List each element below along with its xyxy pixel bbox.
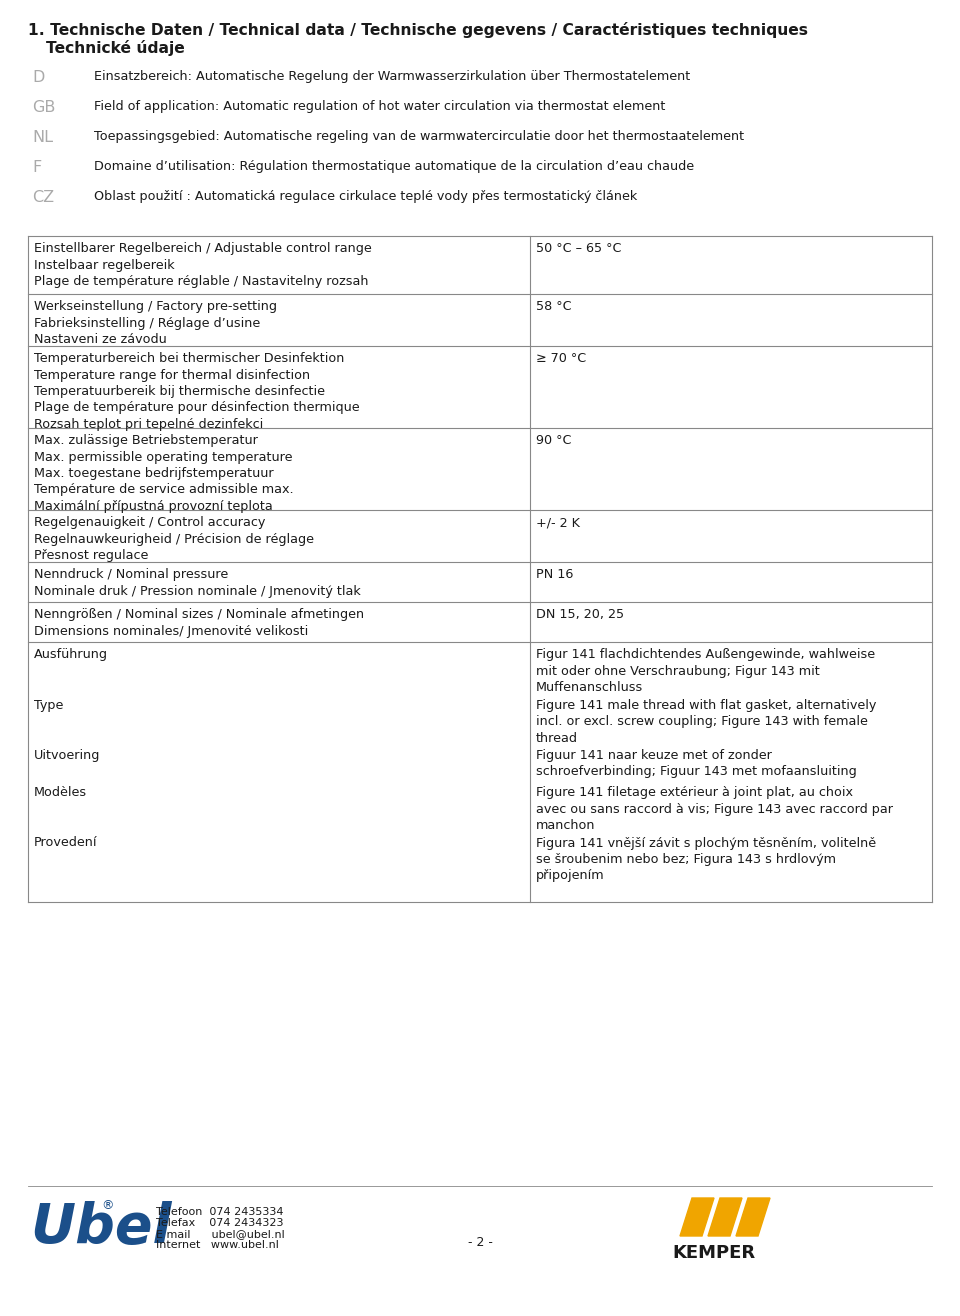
Text: Modèles: Modèles	[34, 786, 87, 799]
Text: Figura 141 vnější závit s plochým těsněním, volitelně
se šroubenim nebo bez; Fig: Figura 141 vnější závit s plochým těsněn…	[536, 837, 876, 883]
Text: Provedení: Provedení	[34, 837, 98, 850]
Text: CZ: CZ	[32, 190, 54, 205]
Text: Ubel: Ubel	[30, 1202, 172, 1255]
Text: Oblast použití : Automatická regulace cirkulace teplé vody přes termostatický čl: Oblast použití : Automatická regulace ci…	[94, 190, 637, 203]
Text: ®: ®	[101, 1199, 113, 1212]
Text: F: F	[32, 161, 41, 175]
Text: Field of application: Automatic regulation of hot water circulation via thermost: Field of application: Automatic regulati…	[94, 100, 665, 113]
Text: 50 °C – 65 °C: 50 °C – 65 °C	[536, 242, 621, 255]
Text: D: D	[32, 70, 44, 86]
Text: Domaine d’utilisation: Régulation thermostatique automatique de la circulation d: Domaine d’utilisation: Régulation thermo…	[94, 161, 694, 172]
Text: Internet   www.ubel.nl: Internet www.ubel.nl	[156, 1240, 278, 1250]
Text: Type: Type	[34, 699, 63, 712]
Text: Toepassingsgebied: Automatische regeling van de warmwatercirculatie door het the: Toepassingsgebied: Automatische regeling…	[94, 130, 744, 143]
Text: +/- 2 K: +/- 2 K	[536, 516, 580, 529]
Text: DN 15, 20, 25: DN 15, 20, 25	[536, 608, 624, 621]
Text: Figur 141 flachdichtendes Außengewinde, wahlweise
mit oder ohne Verschraubung; F: Figur 141 flachdichtendes Außengewinde, …	[536, 647, 875, 694]
Text: Nenngrößen / Nominal sizes / Nominale afmetingen
Dimensions nominales/ Jmenovité: Nenngrößen / Nominal sizes / Nominale af…	[34, 608, 364, 637]
Text: Regelgenauigkeit / Control accuracy
Regelnauwkeurigheid / Précision de réglage
P: Regelgenauigkeit / Control accuracy Rege…	[34, 516, 314, 562]
Text: Technické údaje: Technické údaje	[46, 39, 184, 57]
Text: Telefoon  074 2435334: Telefoon 074 2435334	[156, 1207, 283, 1217]
Polygon shape	[708, 1198, 742, 1236]
Text: Max. zulässige Betriebstemperatur
Max. permissible operating temperature
Max. to: Max. zulässige Betriebstemperatur Max. p…	[34, 434, 294, 513]
Text: Ausführung: Ausführung	[34, 647, 108, 661]
Text: Figure 141 filetage extérieur à joint plat, au choix
avec ou sans raccord à vis;: Figure 141 filetage extérieur à joint pl…	[536, 786, 893, 832]
Text: E mail      ubel@ubel.nl: E mail ubel@ubel.nl	[156, 1229, 285, 1238]
Text: 58 °C: 58 °C	[536, 300, 571, 313]
Text: GB: GB	[32, 100, 56, 114]
Text: Figuur 141 naar keuze met of zonder
schroefverbinding; Figuur 143 met mofaanslui: Figuur 141 naar keuze met of zonder schr…	[536, 749, 856, 779]
Text: Werkseinstellung / Factory pre-setting
Fabrieksinstelling / Réglage d’usine
Nast: Werkseinstellung / Factory pre-setting F…	[34, 300, 277, 346]
Text: Uitvoering: Uitvoering	[34, 749, 101, 762]
Text: 90 °C: 90 °C	[536, 434, 571, 447]
Text: Einsatzbereich: Automatische Regelung der Warmwasserzirkulation über Thermostate: Einsatzbereich: Automatische Regelung de…	[94, 70, 690, 83]
Text: - 2 -: - 2 -	[468, 1236, 492, 1249]
Polygon shape	[736, 1198, 770, 1236]
Text: Temperaturbereich bei thermischer Desinfektion
Temperature range for thermal dis: Temperaturbereich bei thermischer Desinf…	[34, 351, 360, 432]
Text: PN 16: PN 16	[536, 569, 573, 580]
Text: 1. Technische Daten / Technical data / Technische gegevens / Caractéristiques te: 1. Technische Daten / Technical data / T…	[28, 22, 808, 38]
Text: NL: NL	[32, 130, 53, 145]
Text: KEMPER: KEMPER	[672, 1244, 756, 1262]
Polygon shape	[680, 1198, 714, 1236]
Text: Einstellbarer Regelbereich / Adjustable control range
Instelbaar regelbereik
Pla: Einstellbarer Regelbereich / Adjustable …	[34, 242, 372, 288]
Text: ≥ 70 °C: ≥ 70 °C	[536, 351, 586, 365]
Text: Telefax    074 2434323: Telefax 074 2434323	[156, 1219, 283, 1228]
Text: Nenndruck / Nominal pressure
Nominale druk / Pression nominale / Jmenovitý tlak: Nenndruck / Nominal pressure Nominale dr…	[34, 569, 361, 597]
Text: Figure 141 male thread with flat gasket, alternatively
incl. or excl. screw coup: Figure 141 male thread with flat gasket,…	[536, 699, 876, 745]
